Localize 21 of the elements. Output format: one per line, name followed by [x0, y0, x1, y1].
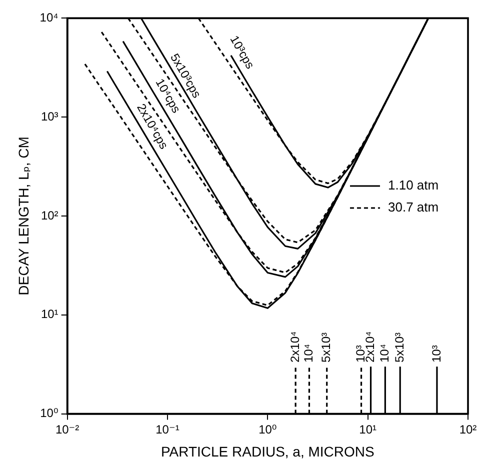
annotation: 2x10⁴: [363, 331, 378, 363]
annotation: 10⁴: [302, 344, 316, 363]
annotation: 5x10³: [319, 332, 334, 363]
annotation: 10³: [429, 345, 444, 363]
annotation: 10⁴: [377, 344, 392, 363]
annotation: 2x10⁴: [288, 331, 302, 363]
legend-label: 30.7 atm: [388, 200, 439, 215]
x-tick-label: 10⁻²: [55, 422, 80, 436]
y-tick-label: 10³: [40, 109, 58, 124]
x-axis-title: PARTICLE RADIUS, a, MICRONS: [160, 443, 374, 460]
x-tick-label: 10⁻¹: [156, 422, 180, 436]
x-tick-label: 10²: [459, 422, 477, 436]
y-tick-label: 10⁴: [40, 10, 58, 25]
y-tick-label: 10⁰: [40, 406, 58, 420]
annotation: 5x10³: [392, 332, 406, 363]
legend-label: 1.10 atm: [388, 178, 439, 193]
x-tick-label: 10¹: [359, 422, 376, 436]
x-tick-label: 10⁰: [258, 422, 277, 436]
y-tick-label: 10¹: [40, 307, 58, 322]
y-axis-title: DECAY LENGTH, Lₚ, CM: [15, 136, 32, 296]
y-tick-label: 10²: [40, 208, 58, 222]
